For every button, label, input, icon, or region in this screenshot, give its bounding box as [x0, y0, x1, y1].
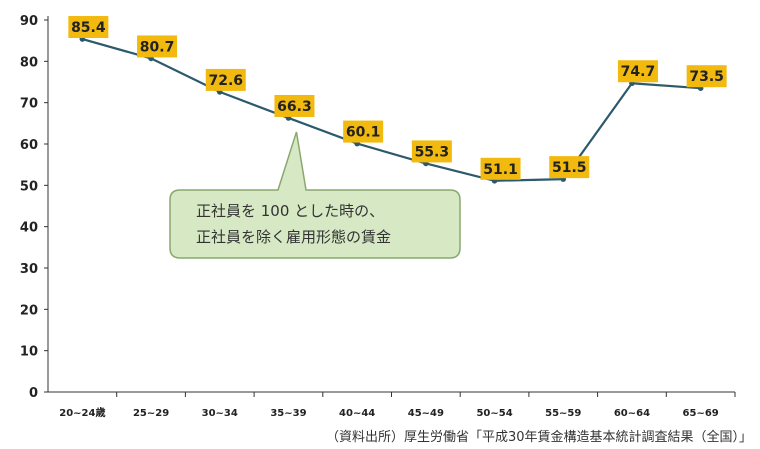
data-label: 55.3 — [415, 144, 450, 160]
y-tick-label: 20 — [20, 303, 38, 318]
data-label: 74.7 — [621, 64, 656, 80]
x-tick-label: 40~44 — [339, 408, 375, 419]
data-label: 66.3 — [277, 99, 312, 115]
y-tick-label: 10 — [20, 345, 38, 360]
data-label-box — [411, 140, 452, 163]
x-tick-label: 35~39 — [270, 408, 306, 419]
data-label: 51.1 — [483, 162, 518, 178]
data-label-box — [137, 35, 178, 58]
x-tick-label: 65~69 — [683, 408, 719, 419]
series-polyline — [82, 37, 701, 182]
data-label-box — [205, 68, 246, 91]
data-label: 85.4 — [71, 20, 106, 36]
source-note: （資料出所）厚生労働省「平成30年賃金構造基本統計調査結果（全国）」 — [325, 430, 752, 445]
data-label-box — [549, 156, 590, 179]
data-label-box — [480, 157, 521, 180]
y-tick-label: 0 — [29, 386, 38, 401]
data-label-box — [274, 94, 315, 117]
annotation-callout: 正社員を 100 とした時の、 正社員を除く雇用形態の賃金 — [169, 131, 461, 259]
data-label: 60.1 — [346, 125, 381, 141]
y-tick-label: 90 — [20, 14, 38, 29]
y-tick-label: 50 — [20, 179, 38, 194]
x-axis: 20~24歳 25~29 30~34 35~39 40~44 45~49 50~54 55~5… — [48, 391, 736, 419]
x-tick-label: 60~64 — [614, 408, 650, 419]
data-label-box — [343, 120, 384, 143]
y-tick-label: 80 — [20, 55, 38, 70]
y-axis: 0 10 20 30 40 50 60 70 80 90 — [20, 14, 49, 401]
x-tick-label: 30~34 — [202, 408, 238, 419]
x-tick-label: 50~54 — [476, 408, 512, 419]
data-label-box — [68, 16, 109, 39]
series-line — [79, 36, 704, 184]
data-label: 73.5 — [689, 69, 724, 85]
y-tick-label: 40 — [20, 221, 38, 236]
data-label: 51.5 — [552, 160, 587, 176]
y-tick-label: 70 — [20, 97, 38, 112]
y-tick-label: 30 — [20, 262, 38, 277]
x-tick-label: 55~59 — [545, 408, 581, 419]
data-label: 72.6 — [208, 73, 243, 89]
annotation-line-1: 正社員を 100 とした時の、 — [196, 202, 384, 220]
annotation-line-2: 正社員を除く雇用形態の賃金 — [196, 228, 391, 246]
data-label-box — [617, 60, 658, 83]
x-tick-label: 25~29 — [133, 408, 169, 419]
data-label-box — [686, 65, 727, 88]
data-label: 80.7 — [140, 39, 175, 55]
x-tick-label: 45~49 — [408, 408, 444, 419]
data-labels: 85.4 80.7 72.6 66.3 60.1 55.3 51.1 51.5 74.7 73.5 — [68, 16, 727, 180]
annotation-bubble — [169, 131, 461, 259]
y-tick-label: 60 — [20, 138, 38, 153]
x-tick-label: 20~24歳 — [59, 406, 105, 419]
line-chart: 0 10 20 30 40 50 60 70 80 90 20~24歳 25~29 30~34 35~3… — [20, 14, 736, 419]
